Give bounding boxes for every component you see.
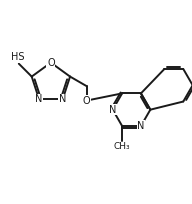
Text: N: N <box>137 121 145 131</box>
Text: N: N <box>35 94 43 104</box>
Text: HS: HS <box>11 52 25 62</box>
Text: O: O <box>83 95 90 106</box>
Text: N: N <box>109 105 116 115</box>
Text: N: N <box>59 94 66 104</box>
Text: O: O <box>47 58 55 68</box>
Text: CH₃: CH₃ <box>114 142 130 151</box>
